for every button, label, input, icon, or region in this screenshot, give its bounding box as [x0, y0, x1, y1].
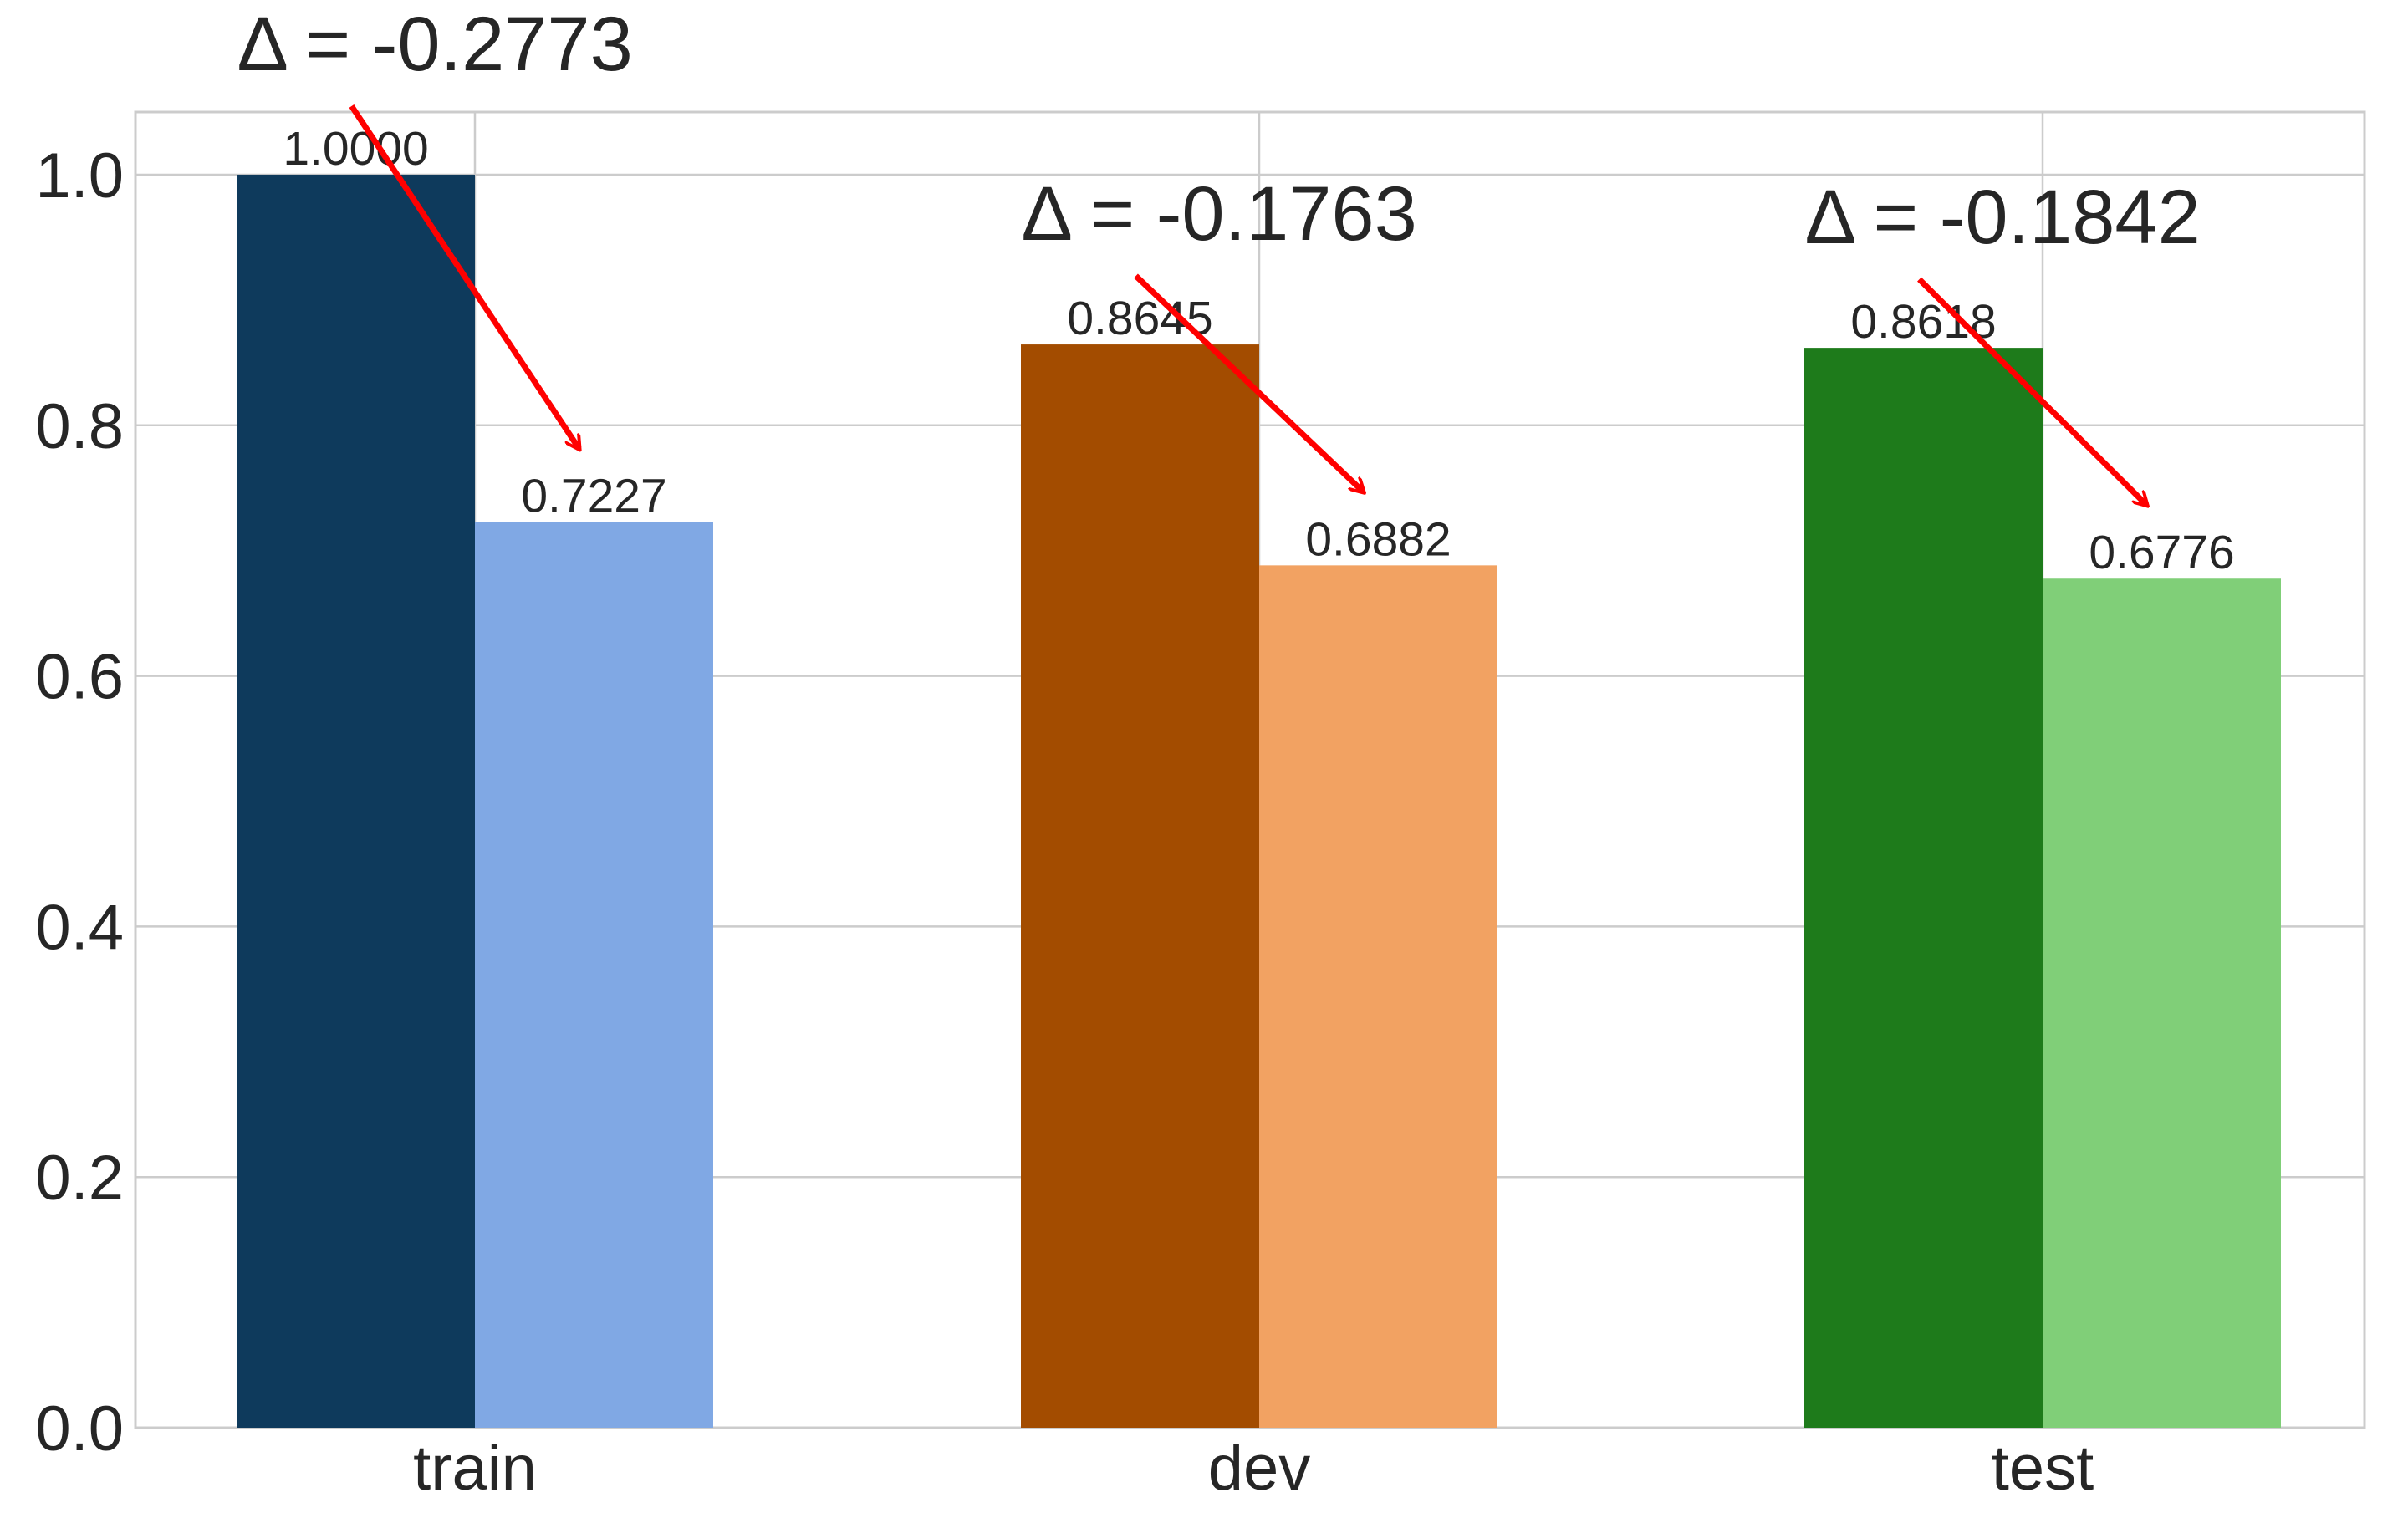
y-tick-label: 0.6 — [35, 642, 124, 713]
x-axis-ticks: train dev test — [413, 1433, 2094, 1504]
y-tick-label: 0.4 — [35, 892, 124, 963]
bar-test-2 — [2043, 578, 2281, 1428]
bar-test-1 — [1804, 348, 2043, 1429]
bar-train-1 — [237, 174, 475, 1428]
delta-annotations: Δ = -0.2773 Δ = -0.1763 Δ = -0.1842 — [237, 2, 2201, 260]
delta-annotation-dev: Δ = -0.1763 — [1022, 171, 1417, 257]
y-tick-label: 0.0 — [35, 1393, 124, 1464]
bar-value-label: 0.6776 — [2089, 526, 2234, 579]
x-tick-label-train: train — [413, 1433, 537, 1504]
bar-value-label: 1.0000 — [283, 122, 428, 176]
bar-dev-1 — [1021, 344, 1259, 1428]
bar-train-2 — [475, 522, 713, 1428]
bar-dev-2 — [1259, 565, 1497, 1428]
bar-value-label: 0.6882 — [1305, 512, 1451, 566]
y-tick-label: 0.8 — [35, 391, 124, 462]
delta-arrow-train — [349, 104, 579, 449]
bars — [237, 174, 2281, 1429]
y-tick-label: 0.2 — [35, 1143, 124, 1214]
bar-value-label: 0.8618 — [1850, 295, 1996, 349]
delta-arrows — [349, 104, 2147, 505]
y-axis-ticks: 0.0 0.2 0.4 0.6 0.8 1.0 — [35, 140, 124, 1464]
bar-value-label: 0.7227 — [521, 470, 666, 523]
delta-annotation-test: Δ = -0.1842 — [1805, 175, 2201, 260]
delta-arrow-test — [1917, 277, 2147, 505]
x-tick-label-dev: dev — [1208, 1433, 1311, 1504]
x-tick-label-test: test — [1992, 1433, 2094, 1504]
bar-value-labels: 1.0000 0.8645 0.8618 0.7227 0.6882 0.6776 — [283, 122, 2234, 579]
y-tick-label: 1.0 — [35, 140, 124, 211]
bar-value-label: 0.8645 — [1067, 292, 1212, 345]
delta-arrow-dev — [1134, 273, 1364, 492]
delta-annotation-train: Δ = -0.2773 — [237, 2, 633, 87]
